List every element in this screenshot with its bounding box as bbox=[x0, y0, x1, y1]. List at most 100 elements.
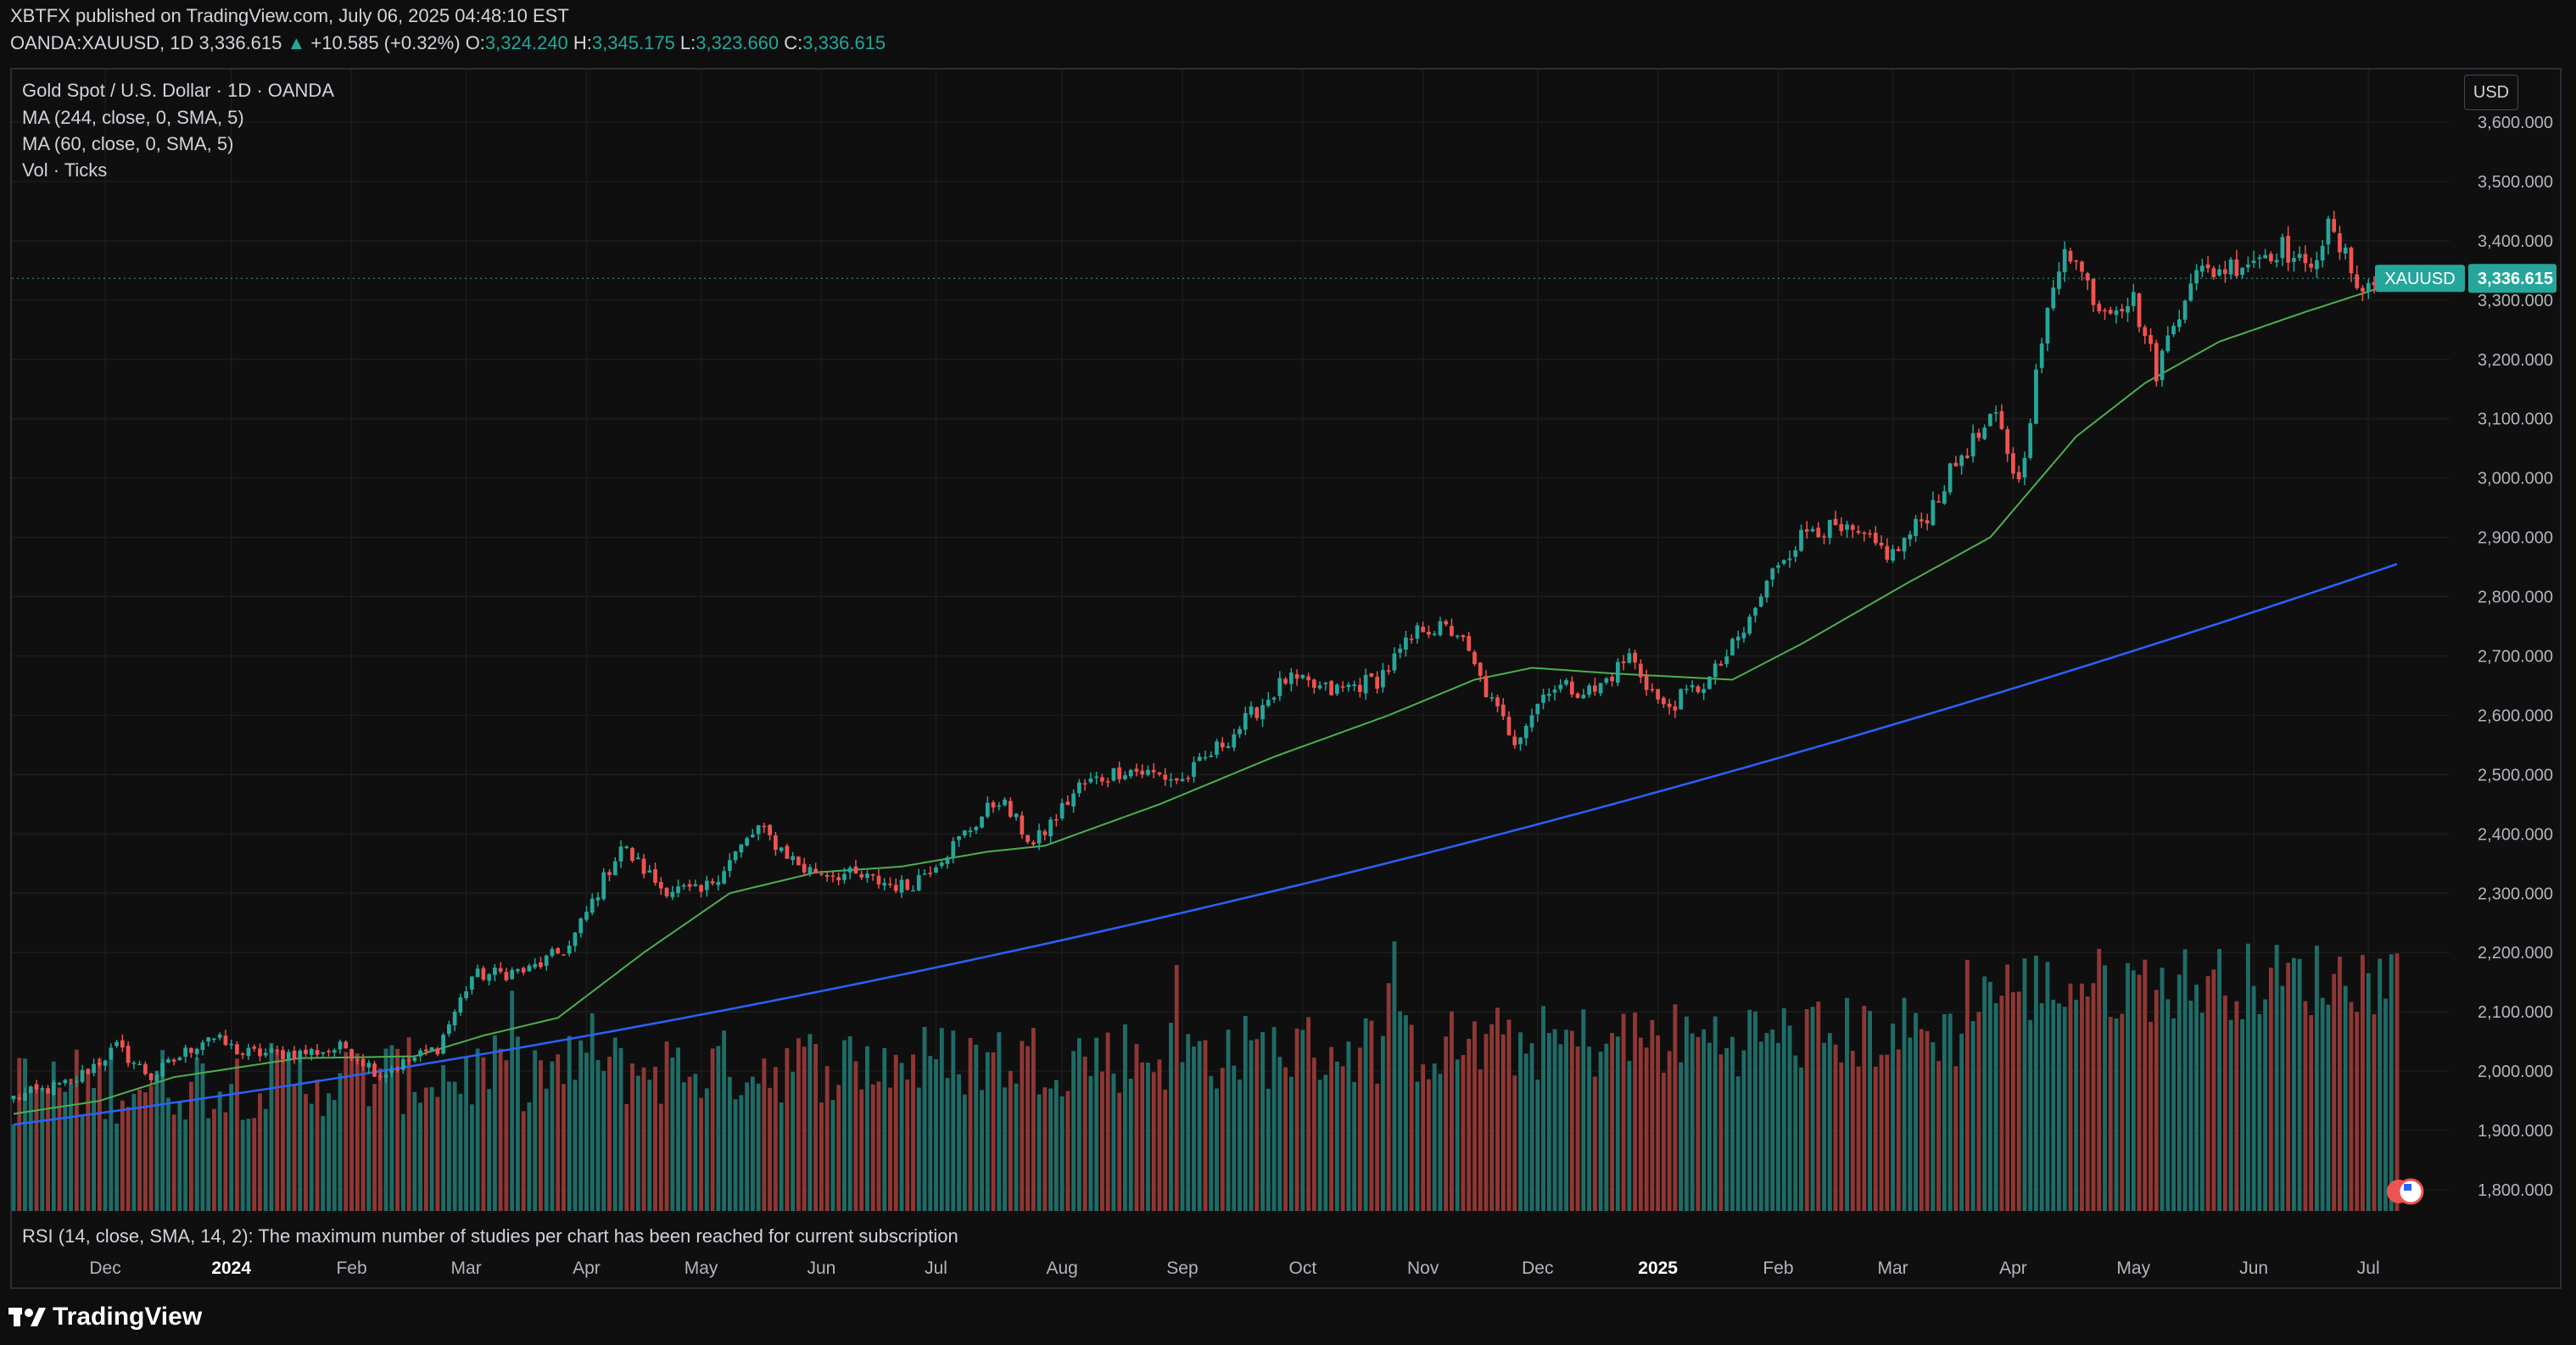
candle-body bbox=[1810, 528, 1815, 532]
volume-bar bbox=[1174, 964, 1179, 1211]
volume-bar bbox=[1535, 1080, 1540, 1211]
candle-body bbox=[774, 835, 778, 851]
candle-body bbox=[1942, 491, 1947, 504]
candle-body bbox=[2120, 309, 2125, 312]
volume-bar bbox=[1644, 1047, 1649, 1211]
volume-bar bbox=[1523, 1053, 1528, 1211]
volume-bar bbox=[1105, 1032, 1110, 1211]
volume-bar bbox=[704, 1088, 709, 1211]
volume-bar bbox=[1254, 1039, 1260, 1211]
candle-body bbox=[1404, 637, 1408, 650]
volume-bar bbox=[1472, 1021, 1477, 1211]
volume-bar bbox=[1592, 1076, 1597, 1211]
volume-bar bbox=[1690, 1033, 1695, 1211]
volume-bar bbox=[1850, 1051, 1855, 1211]
low-value: 3,323.660 bbox=[696, 32, 780, 53]
volume-bar bbox=[1329, 1046, 1334, 1211]
candle-body bbox=[2062, 248, 2067, 272]
volume-bar bbox=[309, 1103, 314, 1211]
volume-bar bbox=[1071, 1051, 1076, 1211]
candle-body bbox=[1587, 685, 1591, 695]
volume-bar bbox=[796, 1038, 801, 1211]
candle-body bbox=[383, 1074, 388, 1078]
volume-bar bbox=[2080, 983, 2084, 1211]
candle-body bbox=[252, 1046, 257, 1049]
candle-body bbox=[911, 890, 915, 892]
volume-bar bbox=[1094, 1037, 1099, 1211]
candle-body bbox=[762, 825, 767, 828]
candle-body bbox=[1758, 596, 1763, 607]
volume-bar bbox=[1822, 1042, 1826, 1211]
candle-body bbox=[92, 1063, 96, 1074]
candle-body bbox=[142, 1063, 148, 1074]
candle-body bbox=[1311, 679, 1316, 688]
candle-body bbox=[630, 847, 634, 862]
volume-bar bbox=[647, 1080, 652, 1211]
volume-bar bbox=[1638, 1037, 1643, 1211]
candle-body bbox=[131, 1063, 137, 1064]
candle-body bbox=[2315, 260, 2319, 270]
candle-body bbox=[1793, 550, 1798, 557]
volume-bar bbox=[2074, 999, 2079, 1211]
volume-bar bbox=[1919, 1029, 1924, 1211]
volume-bar bbox=[1684, 1016, 1689, 1211]
candle-body bbox=[1506, 717, 1512, 735]
candle-body bbox=[120, 1040, 125, 1048]
volume-bar bbox=[103, 1119, 108, 1211]
legend-volume[interactable]: Vol · Ticks bbox=[22, 159, 108, 181]
volume-bar bbox=[1873, 1066, 1878, 1211]
volume-bar bbox=[1781, 1007, 1786, 1211]
volume-bar bbox=[1518, 1032, 1523, 1211]
candle-body bbox=[1822, 536, 1826, 538]
candle-body bbox=[321, 1052, 326, 1054]
candle-body bbox=[1679, 689, 1684, 710]
volume-bar bbox=[2010, 992, 2015, 1211]
candle-body bbox=[1381, 670, 1385, 688]
candle-body bbox=[217, 1035, 222, 1038]
volume-bar bbox=[2320, 997, 2325, 1211]
candle-body bbox=[1713, 663, 1718, 678]
candle-body bbox=[223, 1035, 228, 1046]
volume-bar bbox=[1031, 1027, 1036, 1211]
volume-bar bbox=[527, 1102, 532, 1211]
price-tick-label: 3,300.000 bbox=[2478, 292, 2553, 310]
candle-body bbox=[1392, 653, 1397, 671]
candle-body bbox=[1037, 830, 1042, 844]
legend-title: Gold Spot / U.S. Dollar · 1D · OANDA bbox=[22, 80, 334, 101]
volume-bar bbox=[423, 1087, 428, 1211]
volume-bar bbox=[2389, 954, 2394, 1211]
candle-body bbox=[1868, 533, 1872, 535]
volume-bar bbox=[1203, 1040, 1208, 1211]
candle-body bbox=[1409, 639, 1414, 640]
volume-bar bbox=[1008, 1070, 1013, 1211]
volume-bar bbox=[2280, 985, 2285, 1211]
price-tick-label: 1,900.000 bbox=[2478, 1122, 2553, 1141]
high-label: H: bbox=[573, 32, 592, 53]
volume-bar bbox=[899, 1063, 904, 1211]
candle-body bbox=[429, 1046, 434, 1052]
volume-bar bbox=[1478, 1069, 1483, 1211]
candle-body bbox=[1770, 568, 1775, 580]
candle-body bbox=[2022, 458, 2027, 478]
candle-body bbox=[1535, 703, 1540, 715]
volume-bar bbox=[865, 1046, 869, 1211]
volume-bar bbox=[2005, 964, 2010, 1211]
currency-button[interactable]: USD bbox=[2464, 75, 2518, 110]
volume-bar bbox=[1799, 1067, 1803, 1211]
volume-bar bbox=[229, 1084, 234, 1211]
candle-body bbox=[578, 918, 584, 934]
candle-body bbox=[206, 1037, 211, 1042]
volume-bar bbox=[676, 1047, 680, 1211]
volume-bar bbox=[2143, 959, 2148, 1211]
volume-bar bbox=[1288, 1076, 1294, 1211]
volume-bar bbox=[1398, 1011, 1403, 1211]
time-tick-label: Oct bbox=[1288, 1258, 1316, 1278]
volume-bar bbox=[165, 1097, 170, 1211]
legend-ma244[interactable]: MA (244, close, 0, SMA, 5) bbox=[22, 107, 244, 128]
candle-body bbox=[1512, 736, 1517, 745]
legend-ma60[interactable]: MA (60, close, 0, SMA, 5) bbox=[22, 133, 234, 154]
time-tick-label: Feb bbox=[336, 1258, 366, 1278]
volume-bar bbox=[1650, 1019, 1655, 1211]
volume-bar bbox=[733, 1099, 738, 1211]
